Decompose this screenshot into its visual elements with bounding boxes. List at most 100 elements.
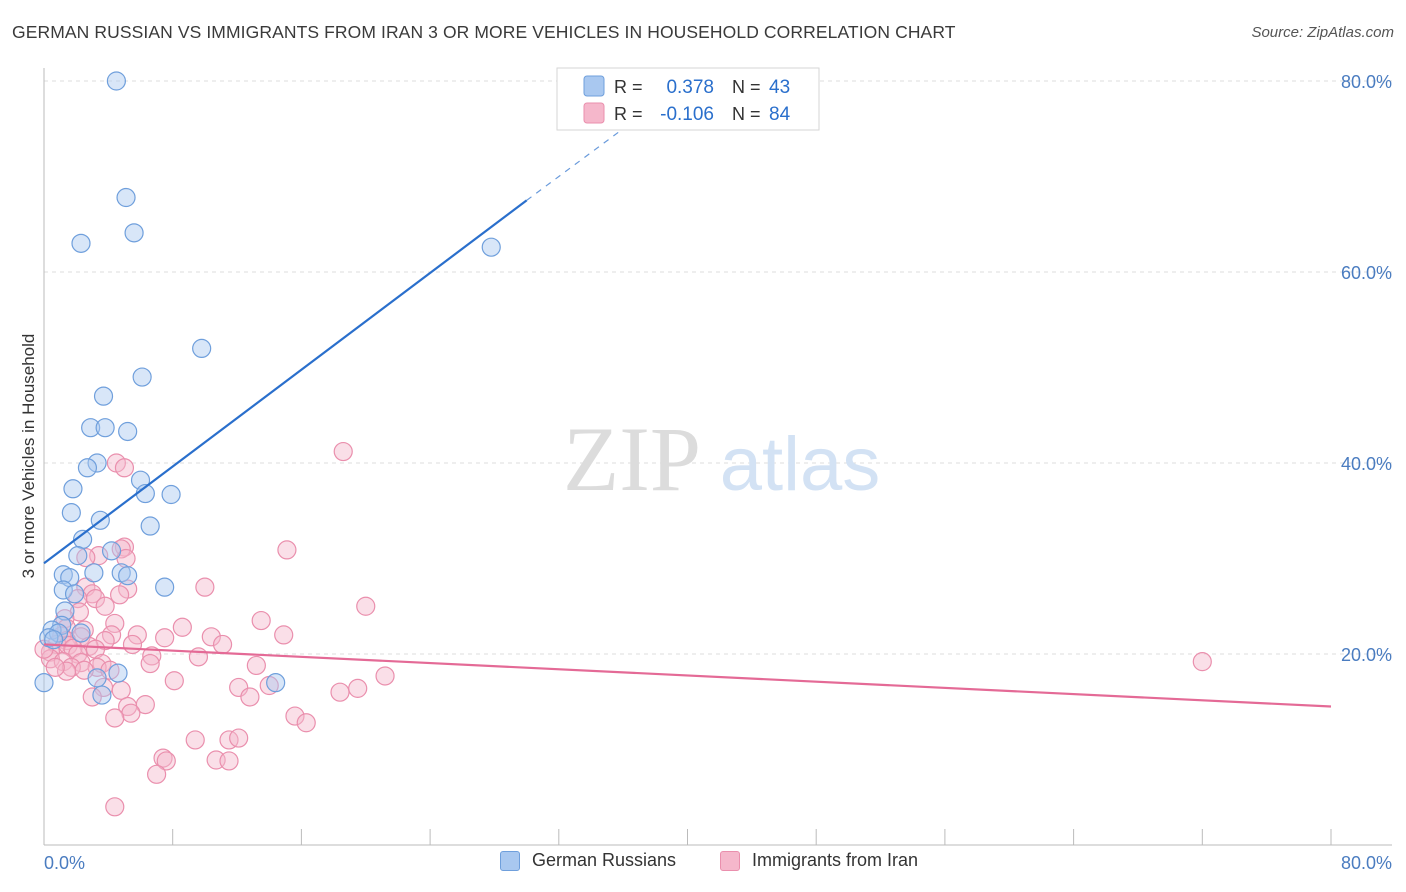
points-pink-point-78 bbox=[156, 751, 176, 771]
points-pink-point-2 bbox=[114, 458, 135, 478]
points-blue-point-1 bbox=[116, 187, 136, 208]
points-blue-point-4 bbox=[481, 237, 501, 257]
legend-box: R = 0.378 N = 43 R = -0.106 N = 84 bbox=[556, 67, 820, 131]
y-tick-label-3: 80.0% bbox=[1341, 72, 1392, 92]
points-blue-point-22 bbox=[68, 546, 88, 566]
grid-lines bbox=[44, 80, 1392, 655]
trend-line-immigrants-from-iran bbox=[43, 643, 1332, 708]
points-pink-point-31 bbox=[155, 628, 175, 648]
points-blue-point-38 bbox=[108, 663, 128, 683]
x-tick-marks bbox=[43, 829, 1332, 845]
points-pink-point-39 bbox=[122, 634, 143, 655]
y-tick-labels: 20.0% 40.0% 60.0% 80.0% bbox=[1341, 72, 1392, 665]
points-blue-point-13 bbox=[63, 479, 83, 499]
points-pink-point-54 bbox=[1192, 652, 1212, 672]
legend-n-label-2: N = bbox=[732, 104, 761, 124]
legend-n-label-1: N = bbox=[732, 77, 761, 97]
x-tick-label-min: 0.0% bbox=[44, 853, 85, 873]
points-pink-point-76 bbox=[229, 728, 249, 748]
points-pink-point-69 bbox=[135, 695, 155, 715]
points-pink-point-58 bbox=[164, 671, 184, 691]
points-pink-point-73 bbox=[296, 713, 316, 733]
points-blue-point-16 bbox=[161, 484, 181, 505]
chart-title: GERMAN RUSSIAN VS IMMIGRANTS FROM IRAN 3… bbox=[12, 22, 956, 42]
points-pink-point-80 bbox=[219, 751, 239, 771]
points-pink-point-62 bbox=[348, 678, 368, 698]
legend-swatch-pink bbox=[583, 102, 605, 124]
points-blue-point-11 bbox=[87, 453, 107, 473]
points-blue-point-10 bbox=[118, 421, 138, 442]
legend-r-value-2: -0.106 bbox=[660, 104, 714, 125]
series-immigrants-from-iran bbox=[34, 441, 1212, 817]
y-tick-label-1: 40.0% bbox=[1341, 454, 1392, 474]
points-pink-point-67 bbox=[240, 687, 260, 707]
points-pink-point-81 bbox=[147, 764, 167, 784]
legend-swatch-blue bbox=[583, 75, 605, 97]
points-pink-point-26 bbox=[127, 625, 147, 645]
points-pink-point-21 bbox=[105, 613, 125, 634]
points-blue-point-28 bbox=[155, 577, 175, 597]
points-pink-point-20 bbox=[251, 610, 271, 631]
points-blue-point-8 bbox=[81, 418, 101, 438]
points-pink-point-63 bbox=[375, 666, 395, 686]
legend-n-value-2: 84 bbox=[769, 104, 791, 125]
trend-line-german-russians bbox=[43, 199, 528, 565]
points-blue-point-42 bbox=[34, 673, 54, 693]
legend-swatch-immigrants-from-iran bbox=[720, 850, 740, 871]
legend-r-label-1: R = bbox=[614, 77, 643, 97]
points-blue-point-2 bbox=[71, 233, 91, 253]
points-pink-point-65 bbox=[111, 680, 131, 700]
points-pink-point-71 bbox=[105, 708, 125, 728]
points-pink-point-75 bbox=[219, 730, 239, 750]
legend-swatch-german-russians bbox=[500, 850, 520, 871]
legend-n-value-1: 43 bbox=[769, 77, 790, 98]
points-blue-point-25 bbox=[84, 563, 104, 583]
y-tick-label-0: 20.0% bbox=[1341, 645, 1392, 665]
points-pink-point-0 bbox=[333, 441, 353, 462]
points-blue-point-17 bbox=[61, 503, 81, 523]
legend-r-label-2: R = bbox=[614, 104, 643, 124]
x-tick-label-max: 80.0% bbox=[1341, 853, 1392, 873]
trend-lines bbox=[43, 104, 1332, 708]
watermark-zip: ZIP bbox=[563, 408, 701, 510]
points-pink-point-61 bbox=[330, 682, 350, 702]
points-pink-point-13 bbox=[195, 577, 215, 597]
points-pink-point-7 bbox=[76, 547, 96, 568]
series-german-russians bbox=[34, 71, 501, 705]
points-blue-point-7 bbox=[93, 386, 114, 406]
points-blue-point-5 bbox=[192, 338, 212, 358]
points-pink-point-6 bbox=[111, 539, 131, 559]
points-blue-point-27 bbox=[118, 566, 138, 586]
points-pink-point-16 bbox=[95, 596, 115, 616]
points-blue-point-6 bbox=[132, 367, 152, 387]
points-pink-point-52 bbox=[246, 655, 266, 676]
points-pink-point-82 bbox=[105, 797, 125, 817]
points-blue-point-40 bbox=[92, 685, 112, 705]
points-pink-point-3 bbox=[277, 540, 297, 560]
bottom-legend-label-german-russians: German Russians bbox=[532, 850, 677, 870]
points-blue-point-21 bbox=[101, 541, 122, 561]
points-blue-point-39 bbox=[87, 668, 107, 688]
points-pink-point-32 bbox=[201, 627, 221, 647]
points-pink-point-15 bbox=[85, 589, 106, 609]
points-blue-point-9 bbox=[95, 418, 115, 438]
bottom-legend-item-iran: Immigrants from Iran bbox=[720, 850, 918, 871]
points-pink-point-24 bbox=[172, 617, 192, 637]
points-blue-point-41 bbox=[266, 673, 286, 693]
points-blue-point-29 bbox=[53, 580, 73, 600]
bottom-legend-label-immigrants-from-iran: Immigrants from Iran bbox=[752, 850, 919, 870]
points-pink-point-70 bbox=[121, 703, 141, 723]
points-blue-point-0 bbox=[106, 71, 126, 91]
points-pink-point-77 bbox=[153, 748, 173, 768]
points-pink-point-12 bbox=[110, 585, 130, 605]
legend-r-value-1: 0.378 bbox=[666, 77, 714, 98]
points-pink-point-66 bbox=[82, 687, 102, 707]
points-blue-point-31 bbox=[55, 601, 75, 621]
watermark-atlas: atlas bbox=[720, 422, 881, 507]
points-pink-point-40 bbox=[212, 634, 233, 655]
points-pink-point-74 bbox=[185, 730, 205, 750]
points-blue-point-3 bbox=[124, 223, 144, 243]
points-blue-point-35 bbox=[71, 623, 91, 643]
bottom-legend-item-german-russians: German Russians bbox=[500, 850, 676, 871]
